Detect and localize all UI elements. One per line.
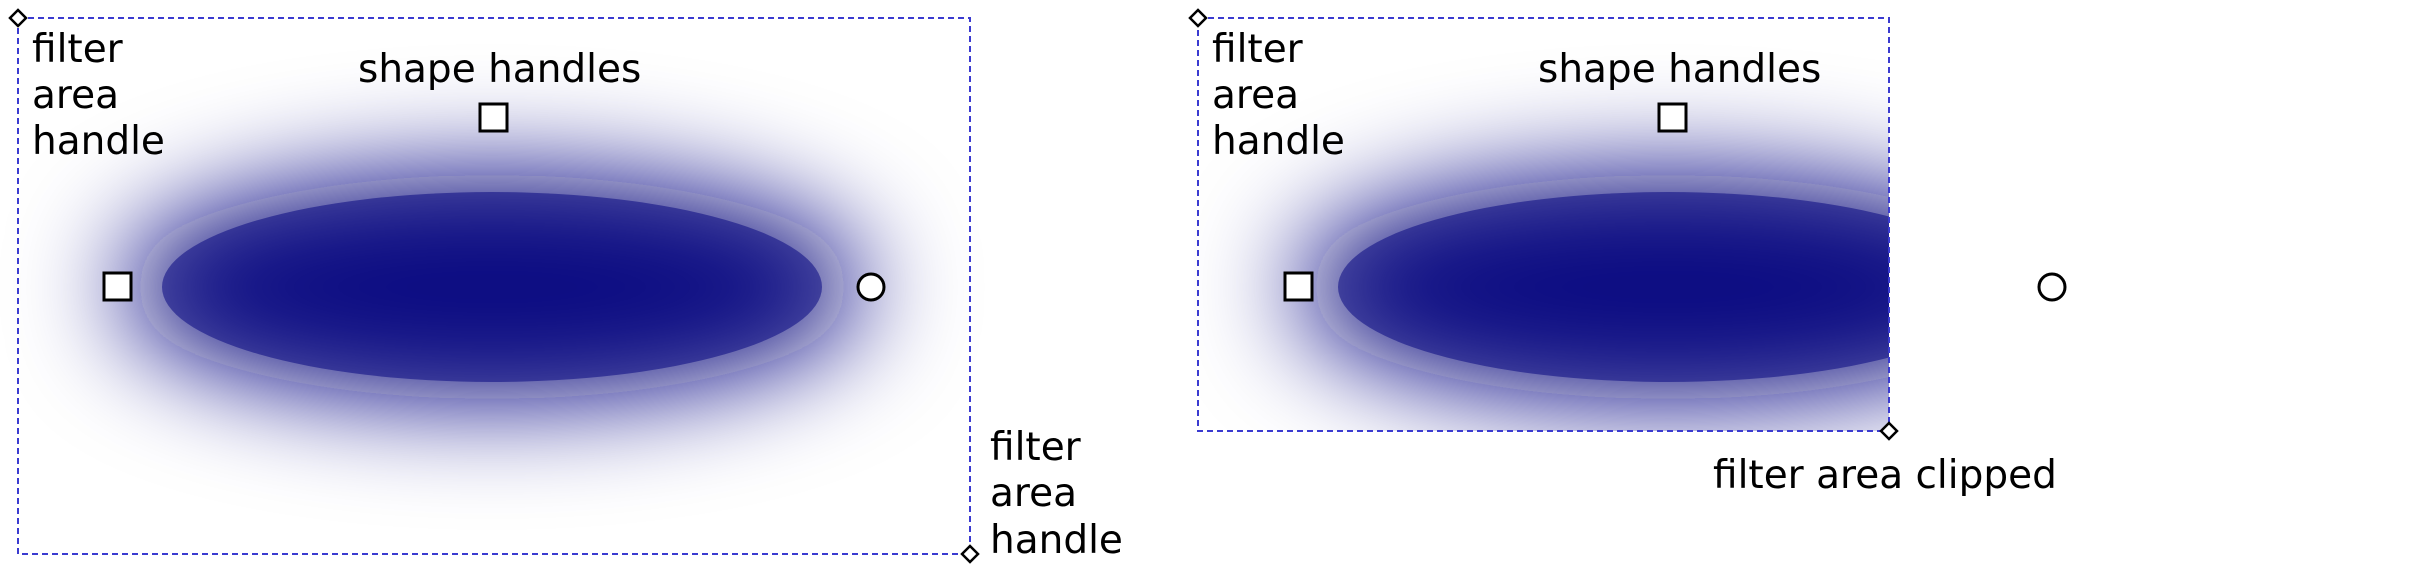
filter-area-handle-label-line: area [990,471,1077,516]
square-handle-icon[interactable] [1283,271,1314,302]
filter-area-handle-label-line: handle [32,119,165,164]
diamond-handle-icon[interactable] [8,8,28,28]
filter-area-handle-label-line: area [32,73,119,118]
filter-area-handle-label-line: handle [990,518,1123,563]
filter-area-handle-label-line: filter [1212,27,1304,72]
circle-handle-icon[interactable] [2037,272,2067,302]
filter-area-handle-label-line: filter [990,425,1082,470]
blurred-ellipse-right-clipped [1296,175,1889,399]
square-handle-icon[interactable] [102,271,133,302]
filter-area-clipped-label: filter area clipped [1713,453,2057,498]
diamond-handle-icon[interactable] [960,544,980,564]
square-handle-icon[interactable] [478,102,509,133]
right-panel: filter area handle shape handles filter … [1188,8,2067,498]
shape-handles-label: shape handles [1538,47,1821,92]
filter-area-handle-label-line: filter [32,27,124,72]
square-handle-icon[interactable] [1657,102,1688,133]
filter-area-border-right [1197,17,1890,432]
filter-area-border-left [17,17,971,555]
blurred-ellipse-left [120,175,864,399]
filter-area-handle-label-line: handle [1212,119,1345,164]
shape-handles-label: shape handles [358,47,641,92]
left-panel: filter area handle shape handles filter … [8,8,1123,564]
filter-area-handle-label-line: area [1212,73,1299,118]
diamond-handle-icon[interactable] [1879,421,1899,441]
diamond-handle-icon[interactable] [1188,8,1208,28]
circle-handle-icon[interactable] [856,272,886,302]
